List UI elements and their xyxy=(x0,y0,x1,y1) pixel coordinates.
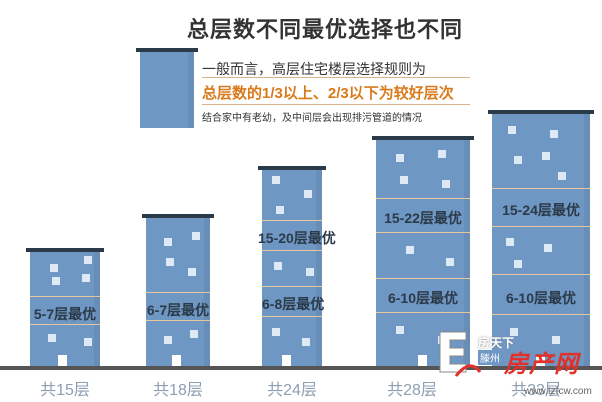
note-caveat-text: 结合家中有老幼，及中间层会出现排污管道的情况 xyxy=(202,113,422,124)
band-line xyxy=(146,320,210,321)
window xyxy=(272,176,280,184)
optimal-floor-label: 6-7层最优 xyxy=(146,302,210,318)
window xyxy=(544,244,552,252)
window xyxy=(506,238,514,246)
window xyxy=(276,206,284,214)
window xyxy=(542,152,550,160)
ground-line xyxy=(0,366,602,370)
window xyxy=(442,180,450,188)
band-line xyxy=(376,312,470,313)
window xyxy=(84,338,92,346)
band-line xyxy=(492,274,590,275)
window xyxy=(558,172,566,180)
window xyxy=(52,277,60,285)
window xyxy=(406,246,414,254)
watermark-url: www.tzfcw.com xyxy=(524,386,592,397)
window xyxy=(514,156,522,164)
window xyxy=(552,336,560,344)
band-line xyxy=(376,198,470,199)
total-floors-label: 共18层 xyxy=(153,382,203,399)
window xyxy=(396,154,404,162)
band-line xyxy=(30,324,100,325)
window xyxy=(306,268,314,276)
note-highlight-text: 总层数的1/3以上、2/3以下为较好层次 xyxy=(202,85,454,102)
optimal-floor-label: 6-10层最优 xyxy=(505,290,577,306)
note-rule-text: 一般而言，高层住宅楼层选择规则为 xyxy=(202,61,426,77)
door xyxy=(172,355,181,366)
door xyxy=(536,355,545,366)
roof xyxy=(136,48,198,52)
building-28-floors: 15-22层最优 6-10层最优 xyxy=(372,136,474,366)
note-building-icon xyxy=(136,48,198,128)
total-floors-label: 共33层 xyxy=(511,382,561,399)
window xyxy=(192,232,200,240)
band-line xyxy=(30,296,100,297)
page-title: 总层数不同最优选择也不同 xyxy=(186,17,463,42)
watermark-city: 滕州 xyxy=(478,350,502,365)
window xyxy=(188,268,196,276)
window xyxy=(510,328,518,336)
watermark-brand: 房天下 xyxy=(478,336,515,350)
roof xyxy=(26,248,104,252)
window xyxy=(50,264,58,272)
roof xyxy=(258,166,326,170)
roof xyxy=(372,136,474,140)
band-line xyxy=(376,278,470,279)
band-line xyxy=(262,250,322,251)
window xyxy=(274,262,282,270)
optimal-floor-label: 6-8层最优 xyxy=(262,296,325,312)
window xyxy=(396,326,404,334)
band-line xyxy=(492,226,590,227)
building-15-floors: 5-7层最优 xyxy=(26,248,104,366)
window xyxy=(272,328,280,336)
band-line xyxy=(262,220,322,221)
window xyxy=(164,336,172,344)
window xyxy=(550,130,558,138)
window xyxy=(438,150,446,158)
divider xyxy=(202,104,470,105)
roof xyxy=(142,214,214,218)
building-24-floors: 15-20层最优 6-8层最优 xyxy=(258,166,336,366)
door xyxy=(418,355,427,366)
optimal-floor-label: 15-24层最优 xyxy=(502,202,580,218)
total-floors-label: 共24层 xyxy=(267,382,317,399)
watermark: 房天下 滕州 房产网 www.tzfcw.com xyxy=(426,326,602,402)
window xyxy=(400,176,408,184)
window xyxy=(508,126,516,134)
band-line xyxy=(146,292,210,293)
total-floors-label: 共15层 xyxy=(40,382,90,399)
optimal-floor-label: 15-20层最优 xyxy=(258,230,336,246)
band-line xyxy=(492,188,590,189)
door xyxy=(282,355,291,366)
window xyxy=(302,338,310,346)
band-line xyxy=(492,314,590,315)
window xyxy=(190,330,198,338)
band-line xyxy=(262,286,322,287)
watermark-logo-text: 房产网 xyxy=(504,351,579,378)
total-floors-label: 共28层 xyxy=(387,382,437,399)
optimal-floor-label: 15-22层最优 xyxy=(384,210,462,226)
window xyxy=(164,238,172,246)
window xyxy=(166,258,174,266)
window xyxy=(514,260,522,268)
optimal-floor-label: 6-10层最优 xyxy=(387,290,459,306)
window xyxy=(84,256,92,264)
door xyxy=(58,355,67,366)
building-33-floors: 15-24层最优 6-10层最优 xyxy=(488,110,594,366)
band-line xyxy=(262,316,322,317)
window xyxy=(82,274,90,282)
building-18-floors: 6-7层最优 xyxy=(142,214,214,366)
window xyxy=(48,334,56,342)
divider xyxy=(202,77,470,78)
optimal-floor-label: 5-7层最优 xyxy=(33,306,97,322)
fang-logo-icon xyxy=(439,331,482,377)
roof xyxy=(488,110,594,114)
window xyxy=(446,258,454,266)
band-line xyxy=(376,232,470,233)
window xyxy=(304,190,312,198)
